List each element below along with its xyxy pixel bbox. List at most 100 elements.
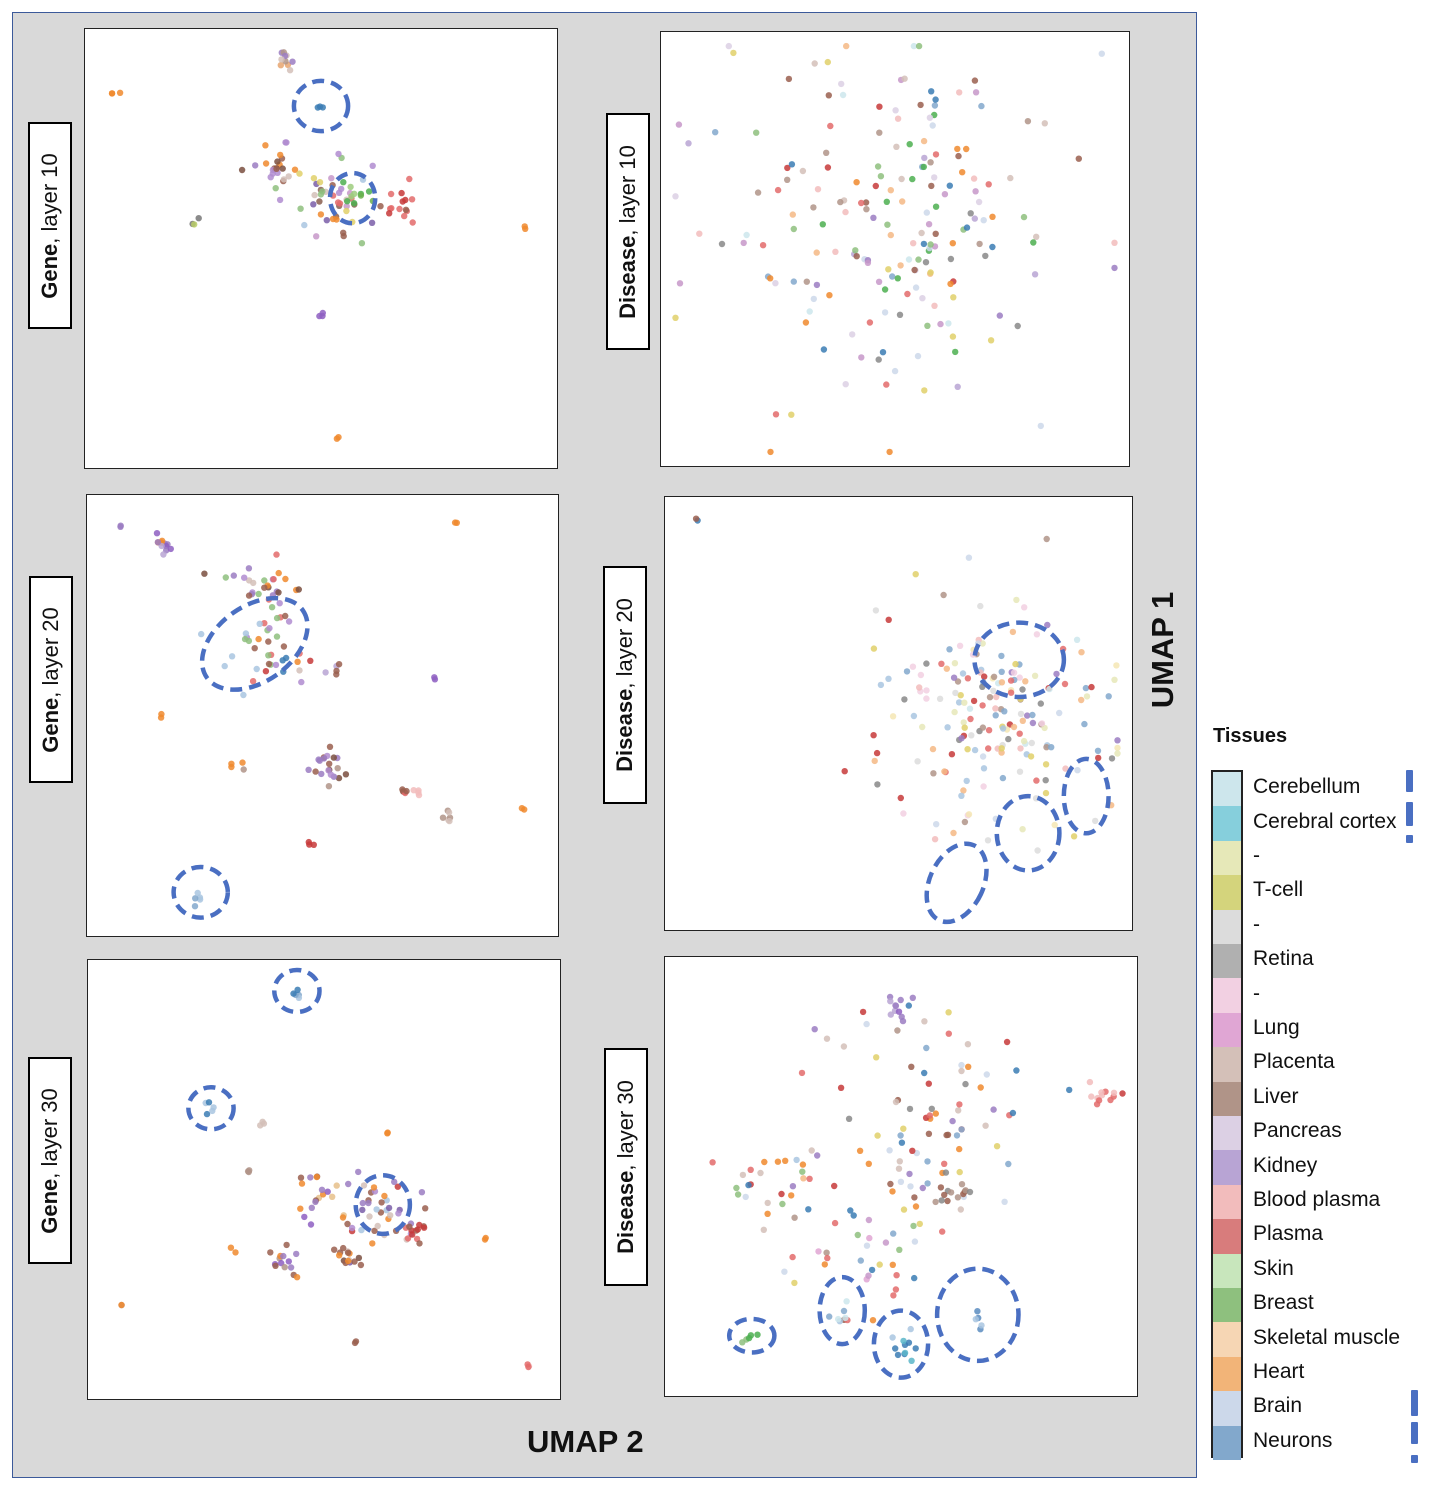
data-point <box>877 173 885 180</box>
data-point <box>774 186 782 194</box>
highlight-ellipse <box>272 967 322 1015</box>
data-point <box>954 145 961 153</box>
data-point <box>357 192 365 199</box>
scatter-canvas <box>692 515 1121 925</box>
data-point <box>408 196 416 203</box>
data-point <box>901 1349 909 1357</box>
data-point <box>942 1169 950 1176</box>
data-point <box>335 189 343 196</box>
data-point <box>153 530 161 537</box>
data-point <box>831 1182 838 1190</box>
data-point <box>789 1253 796 1261</box>
data-point <box>194 889 201 897</box>
data-point <box>972 89 980 96</box>
plot-gene-layer-20 <box>86 494 559 937</box>
data-point <box>892 1345 899 1352</box>
legend-label: Lung <box>1253 1016 1300 1039</box>
data-point <box>117 523 124 530</box>
data-point <box>874 781 881 788</box>
legend-label: Cerebellum <box>1253 775 1361 799</box>
data-point <box>368 219 376 226</box>
data-point <box>986 694 994 701</box>
data-point <box>837 198 844 206</box>
data-point <box>262 142 269 149</box>
data-point <box>401 212 408 220</box>
data-point <box>873 1054 880 1061</box>
data-point <box>329 215 337 223</box>
data-point <box>743 231 750 239</box>
legend-swatch <box>1213 1012 1241 1048</box>
data-point <box>273 614 281 622</box>
data-point <box>863 1020 870 1028</box>
data-point <box>1088 1093 1095 1100</box>
data-point <box>335 150 342 158</box>
data-point <box>879 349 887 356</box>
data-point <box>232 1249 239 1256</box>
data-point <box>267 1249 274 1256</box>
data-point <box>897 794 904 802</box>
data-point <box>742 1193 749 1201</box>
data-point <box>333 667 340 675</box>
data-point <box>1007 677 1015 684</box>
data-point <box>307 1221 315 1228</box>
data-point <box>789 1183 797 1190</box>
data-point <box>788 411 795 418</box>
data-point <box>366 1213 373 1220</box>
data-point <box>262 160 270 167</box>
data-point <box>782 1157 789 1164</box>
label-gene-layer-10: Gene, layer 10 <box>28 122 72 329</box>
data-point <box>960 719 967 726</box>
data-point <box>990 687 997 694</box>
data-point <box>924 1180 931 1187</box>
data-point <box>228 653 236 660</box>
data-point <box>291 166 299 173</box>
plot-gene-layer-10 <box>84 28 558 469</box>
data-point <box>961 818 969 826</box>
data-point <box>915 256 922 263</box>
data-point <box>1010 723 1018 731</box>
data-point <box>998 679 1006 686</box>
data-point <box>301 221 308 229</box>
data-point <box>322 669 329 676</box>
legend-swatch <box>1213 772 1241 807</box>
data-point <box>399 198 406 205</box>
data-point <box>931 836 939 843</box>
data-point <box>239 759 246 766</box>
data-point <box>811 60 818 67</box>
data-point <box>931 302 938 309</box>
data-point <box>893 1272 900 1279</box>
data-point <box>972 1316 979 1323</box>
data-point <box>899 198 906 205</box>
label-gene-layer-30: Gene, layer 30 <box>28 1057 72 1264</box>
data-point <box>941 191 949 198</box>
data-point <box>1033 631 1041 638</box>
data-point <box>402 206 410 213</box>
data-point <box>227 1244 235 1251</box>
data-point <box>947 255 955 263</box>
data-point <box>921 154 928 162</box>
data-point <box>956 642 964 649</box>
data-point <box>378 1199 385 1206</box>
data-point <box>281 1264 288 1271</box>
data-point <box>863 1242 871 1249</box>
data-point <box>305 766 312 773</box>
data-point <box>883 381 890 388</box>
data-point <box>439 814 447 821</box>
data-point <box>310 841 317 848</box>
data-point <box>360 1182 368 1189</box>
data-point <box>898 175 905 183</box>
data-point <box>956 1168 963 1176</box>
data-point <box>857 1257 864 1264</box>
data-point <box>799 1168 806 1175</box>
data-point <box>873 749 881 757</box>
data-point <box>925 1080 932 1087</box>
label-layer: , layer 30 <box>37 1087 62 1179</box>
data-point <box>894 1027 901 1034</box>
data-point <box>958 1126 965 1133</box>
data-point <box>992 705 999 712</box>
data-point <box>1098 1089 1105 1096</box>
data-point <box>853 179 860 186</box>
data-point <box>790 278 797 285</box>
data-point <box>858 354 865 361</box>
data-point <box>324 1188 331 1195</box>
